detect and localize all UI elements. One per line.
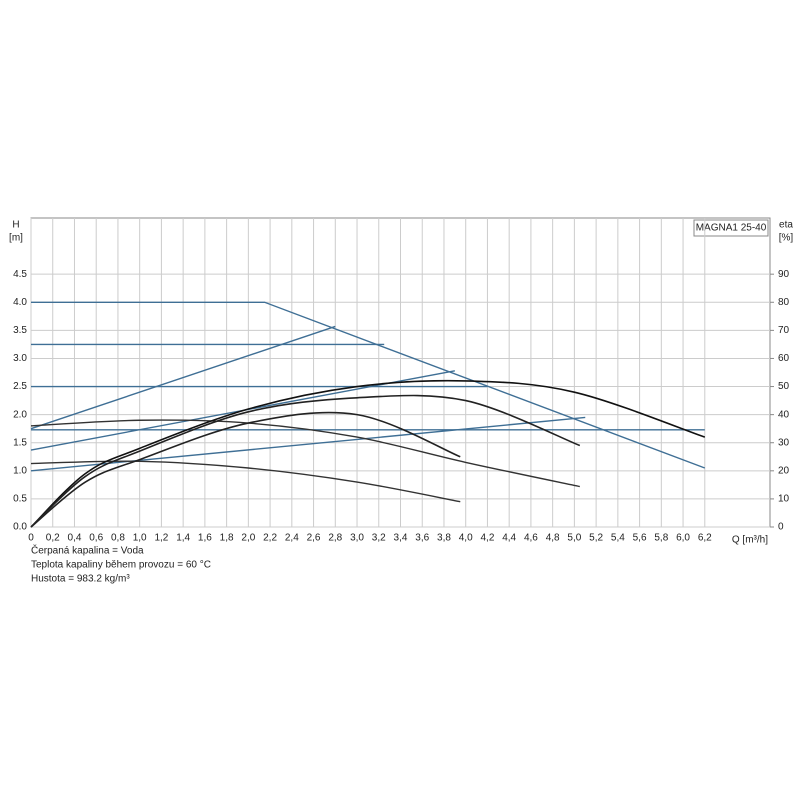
x-tick-label: 0,8: [111, 533, 125, 544]
y2-tick-label: 80: [778, 297, 790, 308]
x-tick-label: 6,2: [698, 533, 712, 544]
y-tick-label: 0.5: [13, 494, 27, 505]
note: Teplota kapaliny během provozu = 60 °C: [31, 560, 211, 571]
x-tick-label: 2,2: [263, 533, 277, 544]
x-tick-label: 2,8: [328, 533, 342, 544]
x-axis-label: Q [m³/h]: [732, 535, 768, 546]
x-tick-label: 0,6: [89, 533, 103, 544]
x-tick-label: 3,4: [394, 533, 408, 544]
y2-tick-label: 70: [778, 325, 790, 336]
curve: [30, 416, 586, 472]
x-tick-label: 3,0: [350, 533, 364, 544]
x-tick-label: 5,4: [611, 533, 625, 544]
y2-tick-label: 30: [778, 437, 790, 448]
y-tick-label: 0.0: [13, 522, 27, 533]
x-tick-label: 5,6: [633, 533, 647, 544]
x-tick-label: 2,6: [307, 533, 321, 544]
y2-axis-unit: [%]: [779, 233, 794, 244]
curve: [30, 379, 706, 528]
x-tick-label: 0,2: [46, 533, 60, 544]
x-tick-label: 4,4: [502, 533, 516, 544]
x-tick-label: 1,4: [176, 533, 190, 544]
x-tick-label: 1,6: [198, 533, 212, 544]
y2-tick-label: 50: [778, 381, 790, 392]
x-tick-label: 0: [28, 533, 34, 544]
y2-tick-label: 10: [778, 494, 790, 505]
x-tick-label: 3,6: [415, 533, 429, 544]
curve: [31, 301, 706, 469]
y-tick-label: 3.5: [13, 325, 27, 336]
x-tick-label: 6,0: [676, 533, 690, 544]
y2-tick-label: 40: [778, 409, 790, 420]
x-tick-label: 4,0: [459, 533, 473, 544]
y2-tick-label: 20: [778, 465, 790, 476]
y-tick-label: 4.0: [13, 297, 27, 308]
curve: [30, 411, 461, 528]
y-axis-label: H: [12, 220, 19, 231]
y2-tick-label: 90: [778, 269, 790, 280]
y2-tick-label: 0: [778, 522, 784, 533]
x-tick-label: 0,4: [68, 533, 82, 544]
y-axis-unit: [m]: [9, 233, 23, 244]
x-tick-label: 1,8: [220, 533, 234, 544]
x-tick-label: 2,0: [241, 533, 255, 544]
y-tick-label: 2.0: [13, 409, 27, 420]
curve: [30, 460, 461, 503]
y2-tick-label: 60: [778, 353, 790, 364]
x-tick-label: 1,0: [133, 533, 147, 544]
x-tick-label: 5,2: [589, 533, 603, 544]
x-tick-label: 5,0: [567, 533, 581, 544]
curve: [30, 325, 336, 430]
title-box: [693, 219, 769, 237]
x-tick-label: 4,2: [480, 533, 494, 544]
curve: [30, 419, 580, 488]
x-tick-label: 3,2: [372, 533, 386, 544]
note: Hustota = 983.2 kg/m³: [31, 574, 130, 585]
y2-axis-label: eta: [779, 220, 793, 231]
x-tick-label: 4,6: [524, 533, 538, 544]
note: Čerpaná kapalina = Voda: [31, 544, 144, 557]
y-tick-label: 3.0: [13, 353, 27, 364]
x-tick-label: 1,2: [154, 533, 168, 544]
x-tick-label: 5,8: [654, 533, 668, 544]
y-tick-label: 1.0: [13, 465, 27, 476]
y-tick-label: 1.5: [13, 437, 27, 448]
chart-title: MAGNA1 25-40: [696, 223, 767, 234]
y-tick-label: 2.5: [13, 381, 27, 392]
x-tick-label: 4,8: [546, 533, 560, 544]
x-tick-label: 3,8: [437, 533, 451, 544]
curve: [30, 394, 581, 528]
y-tick-label: 4.5: [13, 269, 27, 280]
x-tick-label: 2,4: [285, 533, 299, 544]
